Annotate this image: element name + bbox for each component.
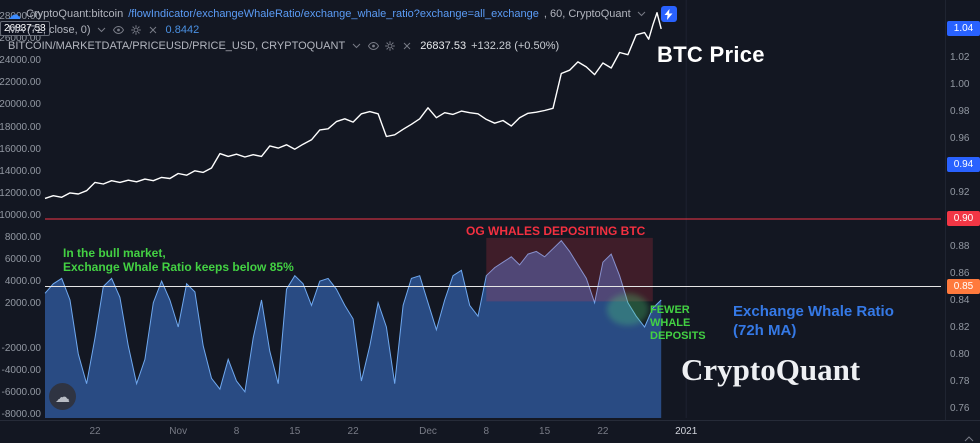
price-axis-tick: 2000.00 <box>4 298 41 310</box>
price-axis-tick: 6000.00 <box>4 254 41 266</box>
eye-icon[interactable] <box>113 24 125 36</box>
bull-market-line2: Exchange Whale Ratio keeps below 85% <box>63 260 294 274</box>
price-axis-tick: 16000.00 <box>0 143 41 155</box>
provider-logo-button[interactable]: ☁ <box>49 383 76 410</box>
symbol-suffix: , 60, CryptoQuant <box>543 8 631 20</box>
ratio-axis-tick: 0.92 <box>950 187 970 198</box>
time-axis-bar[interactable]: 22 Nov 8 15 22 Dec 8 15 22 2021 <box>0 420 980 443</box>
time-axis-tick: 2021 <box>675 426 698 437</box>
ratio-axis-tick: 0.82 <box>950 322 970 333</box>
fewer-line1: FEWER <box>650 304 690 316</box>
ratio-axis-tick: 0.88 <box>950 241 970 252</box>
gear-icon[interactable] <box>130 24 142 36</box>
time-axis-tick: Dec <box>419 426 437 437</box>
cryptoquant-logo-icon: ☁ <box>8 6 21 22</box>
price-axis-tick: -6000.00 <box>1 386 41 398</box>
chevron-up-icon[interactable] <box>964 429 974 443</box>
btc-price-line <box>44 12 662 200</box>
time-axis-tick: 22 <box>597 426 609 437</box>
ratio-axis-tick: 0.76 <box>950 403 970 414</box>
whale-ratio-annotation: Exchange Whale Ratio (72h MA) <box>733 302 894 340</box>
symbol-prefix: CryptoQuant:bitcoin <box>26 8 124 20</box>
gear-icon[interactable] <box>384 40 396 52</box>
price-axis-tick: -2000.00 <box>1 342 41 354</box>
btc-price-annotation: BTC Price <box>657 42 765 67</box>
price-axis-tick: 20000.00 <box>0 99 41 111</box>
price-axis[interactable]: 28000.00 26000.00 24000.00 22000.00 20000.00… <box>0 0 44 420</box>
fewer-line2: WHALE <box>650 317 691 329</box>
symbol-header-row[interactable]: ☁ CryptoQuant:bitcoin/flowIndicator/exch… <box>8 6 677 22</box>
last-price-value: 26837.53 <box>420 40 467 52</box>
time-axis-tick: Nov <box>169 426 188 437</box>
price-axis-tick: 10000.00 <box>0 210 41 221</box>
ma-indicator-label: MA (72, close, 0) <box>8 24 91 36</box>
ratio-axis-tick: 0.96 <box>950 133 970 144</box>
time-axis-tick: 22 <box>89 426 101 437</box>
time-axis-tick: 15 <box>539 426 551 437</box>
price-axis-tick: -4000.00 <box>1 364 41 376</box>
time-axis-tick: 8 <box>233 426 240 437</box>
ratio-axis-tick: 0.84 <box>950 295 970 306</box>
whale-ratio-line2: (72h MA) <box>733 322 797 339</box>
ratio-axis-badge-0.90: 0.90 <box>947 211 980 226</box>
price-axis-tick: 4000.00 <box>4 276 41 288</box>
ratio-axis-tick: 0.98 <box>950 106 970 117</box>
fewer-line3: DEPOSITS <box>650 330 706 342</box>
og-whales-region <box>486 237 653 302</box>
price-axis-tick: -8000.00 <box>1 409 41 420</box>
ratio-axis-badge-0.85: 0.85 <box>947 278 980 294</box>
cryptoquant-watermark: CryptoQuant <box>681 352 861 387</box>
price-change: +132.28 (+0.50%) <box>471 40 560 52</box>
publish-badge-icon[interactable] <box>660 6 677 22</box>
bull-market-line1: In the bull market, <box>63 246 166 260</box>
close-icon[interactable] <box>147 24 159 36</box>
ratio-axis-tick: 0.80 <box>950 349 970 360</box>
price-axis-tick: 18000.00 <box>0 121 41 133</box>
ratio-axis-badge-1.04: 1.04 <box>947 20 980 36</box>
ma-indicator-row[interactable]: MA (72, close, 0) 0.8442 <box>8 24 199 36</box>
price-series-label: BITCOIN/MARKETDATA/PRICEUSD/PRICE_USD, C… <box>8 40 346 52</box>
chevron-down-icon[interactable] <box>636 8 648 20</box>
last-price-badge: 26837.53 <box>0 20 50 36</box>
ratio-axis-tick: 1.02 <box>950 52 970 63</box>
time-axis-tick: 22 <box>347 426 359 437</box>
price-axis-tick: 28000.00 <box>0 11 41 22</box>
price-axis-tick: 8000.00 <box>4 232 41 244</box>
whale-ratio-line1: Exchange Whale Ratio <box>733 303 894 320</box>
time-axis-tick: 8 <box>483 426 490 437</box>
bull-market-annotation: In the bull market, Exchange Whale Ratio… <box>63 246 294 274</box>
fewer-deposits-highlight <box>606 293 649 326</box>
symbol-path: /flowIndicator/exchangeWhaleRatio/exchan… <box>128 8 539 20</box>
chevron-down-icon[interactable] <box>96 24 108 36</box>
price-axis-tick: 12000.00 <box>0 187 41 199</box>
ratio-axis-tick: 0.86 <box>950 268 970 279</box>
cloud-icon: ☁ <box>55 388 70 406</box>
price-axis-tick: 26000.00 <box>0 33 41 45</box>
ratio-axis[interactable]: 1.02 1.00 0.98 0.96 0.94 0.92 0.90 0.88 0.86 0.84… <box>945 0 980 420</box>
chart-plot-area[interactable] <box>0 0 980 420</box>
price-axis-tick: 24000.00 <box>0 55 41 67</box>
fewer-deposits-annotation: FEWER WHALE DEPOSITS <box>650 304 706 343</box>
time-axis-tick: 15 <box>289 426 301 437</box>
price-series-row[interactable]: BITCOIN/MARKETDATA/PRICEUSD/PRICE_USD, C… <box>8 40 559 52</box>
og-whales-annotation: OG WHALES DEPOSITING BTC <box>466 224 646 238</box>
whale-ratio-line <box>44 239 662 394</box>
chevron-down-icon[interactable] <box>350 40 362 52</box>
price-axis-tick: 14000.00 <box>0 165 41 177</box>
close-icon[interactable] <box>401 40 413 52</box>
ma-value: 0.8442 <box>165 24 200 36</box>
ratio-axis-tick: 1.00 <box>950 79 970 90</box>
ratio-axis-tick: 0.78 <box>950 376 970 387</box>
price-axis-tick: 22000.00 <box>0 77 41 89</box>
eye-icon[interactable] <box>367 40 379 52</box>
whale-ratio-area <box>45 240 662 418</box>
ratio-axis-badge-0.94: 0.94 <box>947 157 980 172</box>
